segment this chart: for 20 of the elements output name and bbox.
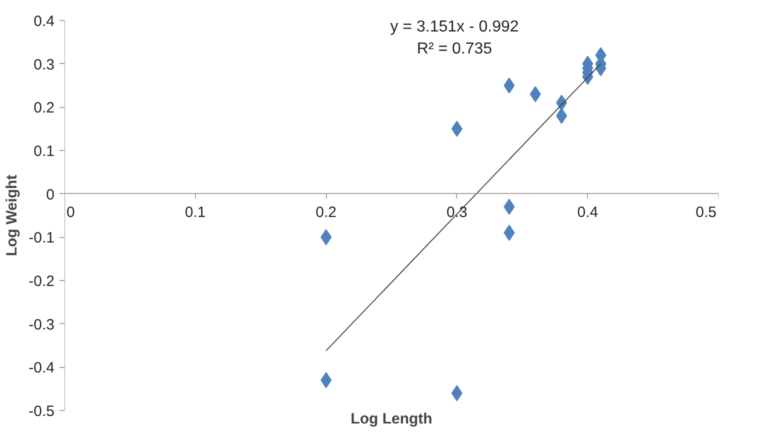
x-tick-label: 0.2: [316, 204, 337, 221]
y-tick-label: 0: [46, 186, 54, 204]
x-tick-label: 0.4: [577, 204, 598, 221]
y-tick-label: 0.2: [34, 100, 55, 117]
y-tick-label: -0.3: [28, 316, 55, 334]
annotation: R² = 0.735: [416, 40, 492, 58]
point: [504, 78, 515, 94]
x-tick-label: 0.5: [696, 204, 717, 221]
y-tick-label: -0.1: [28, 230, 55, 247]
y-tick-label: -0.2: [28, 273, 55, 290]
annotation: y = 3.151x - 0.992: [390, 18, 519, 36]
y-tick-label: 0.3: [34, 56, 55, 74]
y-axis-title: Log Weight: [4, 174, 21, 256]
y-tick-label: 0.4: [34, 13, 55, 30]
x-tick-label: 0.1: [184, 204, 206, 221]
x-tick-label: 0: [66, 204, 75, 221]
y-tick-label: -0.4: [28, 360, 55, 377]
y-tick-label: -0.5: [28, 403, 55, 420]
y-tick-label: 0.1: [34, 143, 55, 160]
x-axis-title: Log Length: [350, 410, 432, 428]
